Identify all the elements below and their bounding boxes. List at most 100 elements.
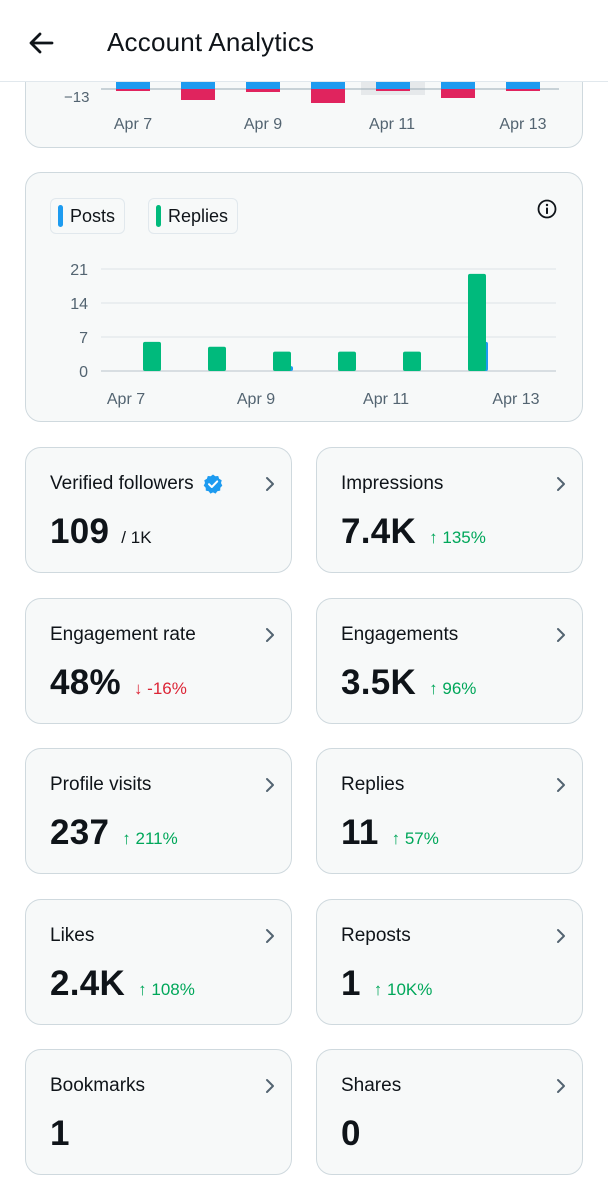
stat-card-engagements[interactable]: Engagements 3.5K ↑ 96%	[316, 598, 583, 724]
top-chart-bar-positive	[376, 82, 410, 89]
stat-value-row: 3.5K ↑ 96%	[341, 663, 476, 703]
bar-replies-apr-7[interactable]	[143, 341, 161, 371]
stat-value-row: 109 / 1K	[50, 512, 152, 552]
bar-replies-apr-10[interactable]	[338, 351, 356, 371]
top-chart-bar-negative	[246, 89, 280, 92]
top-chart-bar-positive	[246, 82, 280, 89]
stat-label: Engagements	[341, 624, 459, 645]
top-chart-bar-positive	[181, 82, 215, 89]
stat-card-replies[interactable]: Replies 11 ↑ 57%	[316, 748, 583, 874]
legend-posts-label: Posts	[70, 205, 116, 226]
stat-value-row: 1	[50, 1114, 70, 1154]
stat-sub: / 1K	[121, 528, 152, 547]
top-chart-bar-negative	[181, 89, 215, 100]
top-chart-bar-negative	[506, 89, 540, 91]
y-tick-label: 7	[79, 330, 88, 347]
stat-label: Likes	[50, 925, 95, 946]
top-chart-bar-positive	[506, 82, 540, 89]
stat-value-row: 1 ↑ 10K%	[341, 964, 432, 1004]
top-chart-bar-negative	[376, 89, 410, 91]
verified-badge-icon	[203, 474, 222, 494]
stat-value: 7.4K	[341, 512, 417, 551]
replies-swatch	[156, 205, 161, 227]
x-tick-label: Apr 9	[237, 391, 275, 408]
chevron-right-icon	[266, 778, 274, 792]
stat-value: 2.4K	[50, 964, 126, 1003]
stat-value-row: 11 ↑ 57%	[341, 813, 439, 853]
stat-label: Bookmarks	[50, 1075, 146, 1096]
chevron-right-icon	[266, 929, 274, 943]
stat-card-shares[interactable]: Shares 0	[316, 1049, 583, 1175]
stat-card-verified-followers[interactable]: Verified followers 109 / 1K	[25, 447, 292, 573]
stat-card-engagement-rate[interactable]: Engagement rate 48% ↓ -16%	[25, 598, 292, 724]
stat-card-impressions[interactable]: Impressions 7.4K ↑ 135%	[316, 447, 583, 573]
top-chart-bar-positive	[311, 82, 345, 89]
top-chart-bar-negative	[311, 89, 345, 103]
stat-card-likes[interactable]: Likes 2.4K ↑ 108%	[25, 899, 292, 1025]
x-tick-label: Apr 9	[244, 116, 282, 133]
stat-value-row: 7.4K ↑ 135%	[341, 512, 486, 552]
stat-delta: ↑ 96%	[429, 679, 477, 698]
app-header: Account Analytics	[0, 0, 608, 82]
stat-delta: ↑ 10K%	[373, 980, 433, 999]
stat-card-reposts[interactable]: Reposts 1 ↑ 10K%	[316, 899, 583, 1025]
legend-posts[interactable]: Posts	[50, 198, 126, 234]
legend-replies-label: Replies	[168, 205, 229, 226]
stat-value: 11	[341, 813, 379, 852]
x-tick-label: Apr 7	[107, 391, 145, 408]
x-tick-label: Apr 13	[492, 391, 539, 408]
back-arrow-icon[interactable]	[24, 26, 58, 60]
bar-replies-apr-9[interactable]	[273, 351, 291, 371]
chevron-right-icon	[557, 778, 565, 792]
posts-replies-chart: 21 14 7 0 Apr 7 Apr 9 Apr 11 Apr 13	[70, 262, 556, 408]
stat-label: Verified followers	[50, 473, 224, 495]
stat-delta: ↑ 108%	[138, 980, 195, 999]
stat-label: Shares	[341, 1075, 402, 1096]
top-chart: −13 Apr 7 Apr 9 Apr 11 Apr 13	[64, 79, 559, 133]
y-tick-label: −13	[64, 89, 89, 106]
stat-label: Profile visits	[50, 774, 152, 795]
stat-value-row: 48% ↓ -16%	[50, 663, 187, 703]
x-tick-label: Apr 7	[114, 116, 152, 133]
stat-value: 0	[341, 1114, 361, 1153]
stat-delta: ↓ -16%	[133, 679, 187, 698]
stat-value: 48%	[50, 663, 121, 702]
stat-label: Engagement rate	[50, 624, 196, 645]
y-tick-label: 0	[79, 364, 88, 381]
stat-value-row: 0	[341, 1114, 361, 1154]
stat-label: Replies	[341, 774, 405, 795]
posts-replies-chart-card: Posts Replies 21 14 7 0 Apr 7 Apr 9 Apr 11 Apr…	[25, 172, 583, 422]
stat-delta: ↑ 211%	[122, 829, 178, 848]
top-chart-bar-positive	[116, 82, 150, 89]
stat-delta: ↑ 57%	[391, 829, 439, 848]
chevron-right-icon	[266, 477, 274, 491]
stat-card-bookmarks[interactable]: Bookmarks 1	[25, 1049, 292, 1175]
y-tick-label: 14	[70, 296, 88, 313]
chevron-right-icon	[266, 1079, 274, 1093]
bar-replies-apr-11[interactable]	[403, 351, 421, 371]
top-chart-bar-negative	[441, 89, 475, 98]
x-tick-label: Apr 13	[499, 116, 546, 133]
info-icon[interactable]	[536, 198, 558, 220]
posts-swatch	[58, 205, 63, 227]
top-chart-bar-negative	[116, 89, 150, 91]
stat-value: 1	[341, 964, 361, 1003]
stat-card-profile-visits[interactable]: Profile visits 237 ↑ 211%	[25, 748, 292, 874]
chevron-right-icon	[557, 477, 565, 491]
stat-value: 1	[50, 1114, 70, 1153]
top-chart-bar-positive	[441, 82, 475, 89]
chevron-right-icon	[557, 1079, 565, 1093]
stat-value-row: 237 ↑ 211%	[50, 813, 178, 853]
bar-replies-apr-12[interactable]	[468, 273, 486, 371]
x-tick-label: Apr 11	[363, 391, 409, 408]
stat-label: Impressions	[341, 473, 444, 494]
stat-label: Reposts	[341, 925, 411, 946]
y-tick-label: 21	[70, 262, 88, 279]
x-tick-label: Apr 11	[369, 116, 415, 133]
page-title: Account Analytics	[107, 27, 315, 57]
bar-replies-apr-8[interactable]	[208, 346, 226, 371]
stat-value-row: 2.4K ↑ 108%	[50, 964, 195, 1004]
stat-delta: ↑ 135%	[429, 528, 486, 547]
legend-replies[interactable]: Replies	[148, 198, 239, 234]
chevron-right-icon	[557, 929, 565, 943]
